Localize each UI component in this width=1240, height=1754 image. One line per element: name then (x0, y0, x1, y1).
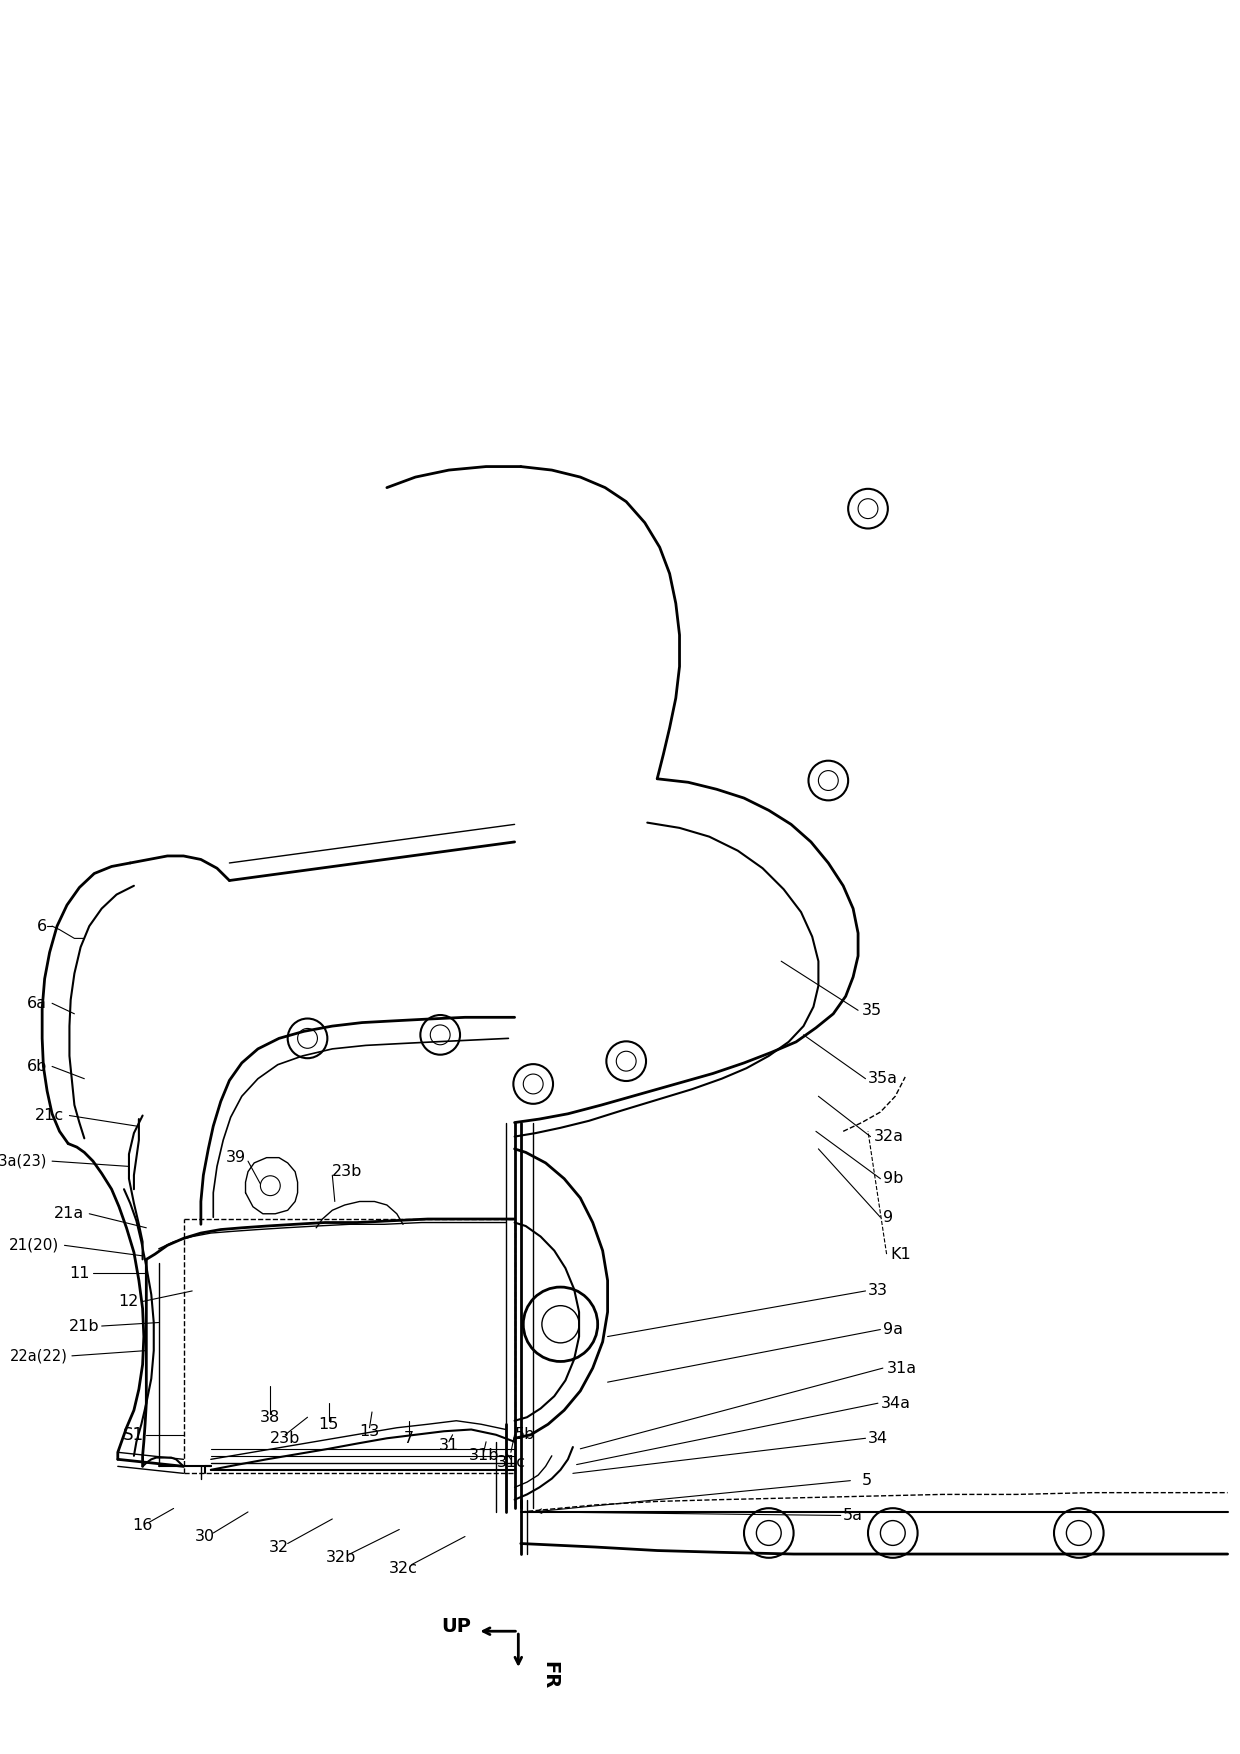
Text: 21(20): 21(20) (9, 1238, 60, 1252)
Text: S1: S1 (123, 1426, 145, 1444)
Text: 22a(22): 22a(22) (10, 1349, 68, 1363)
Text: 35a: 35a (868, 1072, 898, 1086)
Text: 32: 32 (269, 1540, 289, 1554)
Text: 5b: 5b (515, 1428, 534, 1442)
Text: 6b: 6b (27, 1059, 47, 1073)
Text: 9b: 9b (883, 1172, 903, 1186)
Text: 9a: 9a (883, 1323, 903, 1337)
Text: 34a: 34a (880, 1396, 910, 1410)
Text: 34: 34 (868, 1431, 888, 1445)
Text: 31: 31 (439, 1438, 459, 1452)
Text: 9: 9 (883, 1210, 893, 1224)
Text: 31b: 31b (469, 1449, 498, 1463)
Text: 15: 15 (319, 1417, 339, 1431)
Text: 39: 39 (226, 1151, 246, 1165)
Text: 12: 12 (119, 1294, 139, 1308)
Text: 6a: 6a (27, 996, 47, 1010)
Text: 16: 16 (133, 1519, 153, 1533)
Text: 5: 5 (862, 1473, 872, 1487)
Text: 33: 33 (868, 1284, 888, 1298)
Text: 21b: 21b (68, 1319, 99, 1333)
Text: 13: 13 (360, 1424, 379, 1438)
Text: 6: 6 (37, 919, 47, 933)
Text: 5a: 5a (843, 1508, 863, 1522)
Text: 30: 30 (195, 1529, 215, 1544)
Text: 32b: 32b (326, 1551, 356, 1565)
Text: FR: FR (541, 1661, 559, 1689)
Text: 35: 35 (862, 1003, 882, 1017)
Text: 31a: 31a (887, 1361, 916, 1375)
Text: 32c: 32c (388, 1561, 418, 1575)
Text: UP: UP (441, 1617, 471, 1636)
Text: 21a: 21a (55, 1207, 84, 1221)
Text: 38: 38 (260, 1410, 280, 1424)
Text: 21c: 21c (36, 1109, 64, 1123)
Text: 32a: 32a (874, 1130, 904, 1144)
Text: 11: 11 (68, 1266, 89, 1280)
Text: 23b: 23b (270, 1431, 300, 1445)
Text: K1: K1 (890, 1247, 911, 1261)
Text: 23b: 23b (332, 1165, 362, 1179)
Text: 7: 7 (404, 1431, 414, 1445)
Text: 31c: 31c (496, 1456, 526, 1470)
Text: 23a(23): 23a(23) (0, 1154, 47, 1168)
